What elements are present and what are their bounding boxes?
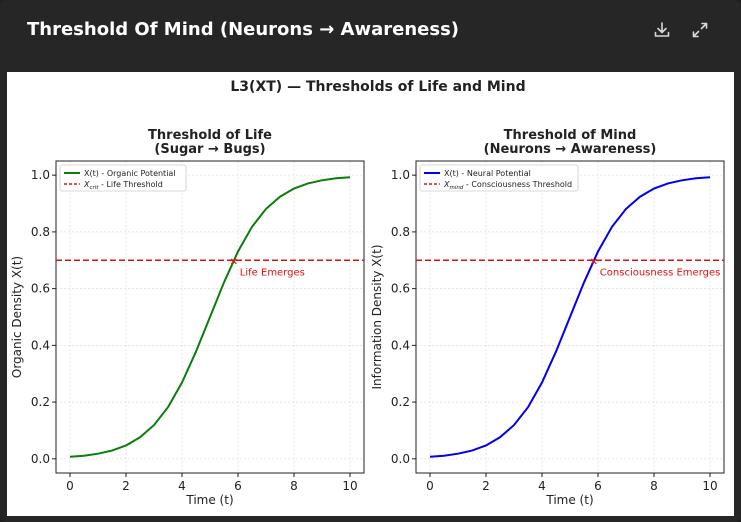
x-tick-label: 8 [290,479,298,493]
x-tick-label: 6 [234,479,242,493]
y-tick-label: 0.8 [391,225,410,239]
x-axis-label: Time (t) [545,493,593,507]
expand-icon[interactable] [688,18,712,42]
window-header: Threshold Of Mind (Neurons → Awareness) [0,0,741,66]
panel-title: Threshold of Life [148,128,272,143]
y-tick-label: 0.4 [31,338,50,352]
download-icon[interactable] [650,18,674,42]
x-tick-label: 0 [426,479,434,493]
y-tick-label: 1.0 [31,168,50,182]
y-tick-label: 0.0 [31,452,50,466]
figure-canvas: L3(XT) — Thresholds of Life and Mind Thr… [7,72,734,516]
x-tick-label: 4 [538,479,546,493]
y-tick-label: 0.2 [391,395,410,409]
crossing-annotation: Consciousness Emerges [600,267,721,278]
legend-label-series: X(t) - Neural Potential [444,169,531,178]
x-tick-label: 0 [66,479,74,493]
y-axis-label: Organic Density X(t) [10,256,24,378]
x-tick-label: 8 [650,479,658,493]
figure-svg: L3(XT) — Thresholds of Life and Mind Thr… [10,79,725,507]
panel-title: Threshold of Mind [504,128,637,143]
x-tick-label: 6 [594,479,602,493]
legend-label-threshold: Xmind - Consciousness Threshold [443,180,572,191]
x-axis-label: Time (t) [185,493,233,507]
x-tick-label: 2 [122,479,130,493]
crossing-marker: × [590,256,598,267]
legend-box [419,164,579,192]
y-tick-label: 0.0 [391,452,410,466]
axes-frame [55,160,365,474]
panel-subtitle: (Sugar → Bugs) [154,142,265,157]
y-tick-label: 0.4 [391,338,410,352]
y-tick-label: 0.6 [391,282,410,296]
x-tick-label: 10 [342,479,357,493]
panel-subtitle: (Neurons → Awareness) [484,142,657,157]
x-tick-label: 2 [482,479,490,493]
x-tick-label: 10 [702,479,717,493]
crossing-annotation: Life Emerges [240,267,305,278]
window-title: Threshold Of Mind (Neurons → Awareness) [27,19,460,40]
series-line [69,176,351,458]
figure-suptitle: L3(XT) — Thresholds of Life and Mind [230,79,525,95]
x-tick-label: 4 [178,479,186,493]
crossing-marker: × [230,256,238,267]
legend-label-threshold: Xcrit - Life Threshold [83,180,163,191]
y-axis-label: Information Density X(t) [370,244,384,389]
y-tick-label: 1.0 [391,168,410,182]
legend-label-series: X(t) - Organic Potential [84,169,176,178]
legend-box [59,164,187,192]
series-line [429,176,711,458]
y-tick-label: 0.6 [31,282,50,296]
y-tick-label: 0.2 [31,395,50,409]
axes-frame [415,160,725,474]
y-tick-label: 0.8 [31,225,50,239]
